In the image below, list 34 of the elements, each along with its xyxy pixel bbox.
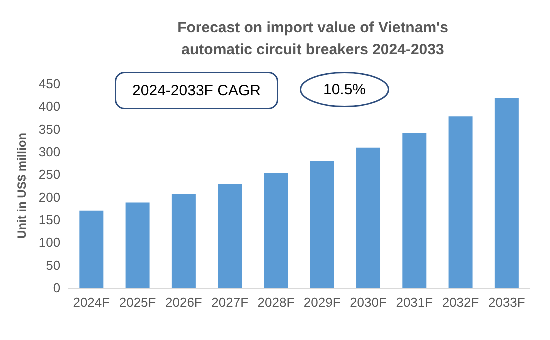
bar — [494, 98, 519, 288]
bar — [172, 194, 196, 288]
bar — [80, 210, 104, 288]
y-tick-label: 400 — [38, 99, 61, 114]
bar — [264, 173, 288, 288]
y-tick-label: 250 — [38, 167, 61, 182]
y-tick-label: 350 — [38, 122, 61, 137]
x-tick-label: 2033F — [488, 295, 526, 310]
bar — [356, 148, 381, 288]
x-tick-label: 2027F — [212, 295, 249, 310]
x-tick-label: 2028F — [258, 295, 295, 310]
bar — [448, 116, 473, 288]
y-tick-label: 50 — [46, 258, 61, 273]
bar — [218, 184, 242, 288]
y-tick-label: 150 — [38, 212, 61, 228]
y-tick-label: 300 — [38, 144, 61, 160]
bar — [402, 132, 427, 288]
chart-title: Forecast on import value of Vietnam's automatic circuit breakers 2024-2033 — [178, 20, 448, 58]
x-tick-label: 2026F — [166, 295, 202, 310]
x-tick-label: 2032F — [442, 295, 480, 310]
x-tick-label: 2025F — [119, 295, 156, 310]
y-tick-label: 0 — [53, 280, 61, 296]
bar — [310, 161, 334, 288]
x-tick-label: 2029F — [304, 295, 341, 310]
annotation: 2024-2033F CAGR — [132, 82, 262, 100]
bar — [126, 202, 150, 288]
y-tick-label: 450 — [38, 76, 61, 92]
x-tick-label: 2030F — [350, 295, 387, 310]
y-axis-title: Unit in US$ million — [15, 132, 29, 240]
y-tick-label: 200 — [38, 190, 61, 205]
x-tick-label: 2031F — [396, 295, 434, 310]
x-tick-label: 2024F — [73, 295, 110, 310]
annotation: 10.5% — [323, 81, 366, 98]
y-tick-label: 100 — [38, 235, 61, 250]
